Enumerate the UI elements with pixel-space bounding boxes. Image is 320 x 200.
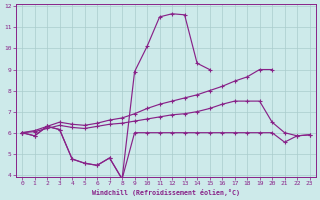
X-axis label: Windchill (Refroidissement éolien,°C): Windchill (Refroidissement éolien,°C) [92, 189, 240, 196]
